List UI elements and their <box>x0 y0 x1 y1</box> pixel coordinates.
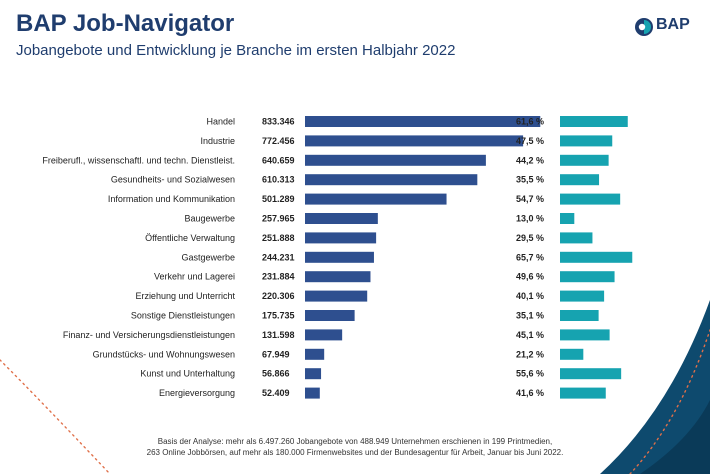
offers-value-label: 52.409 <box>262 388 290 398</box>
offers-value-label: 251.888 <box>262 233 295 243</box>
offers-value-label: 501.289 <box>262 194 295 204</box>
change-bar <box>560 271 615 283</box>
change-value-label: 41,6 % <box>516 388 544 398</box>
category-label: Handel <box>206 117 235 127</box>
footnote-line-1: Basis der Analyse: mehr als 6.497.260 Jo… <box>157 437 553 446</box>
category-label: Freiberufl., wissenschaftl. und techn. D… <box>42 155 235 165</box>
change-value-label: 29,5 % <box>516 233 544 243</box>
change-value-label: 55,6 % <box>516 369 544 379</box>
category-label: Industrie <box>200 136 235 146</box>
bap-logo-icon <box>635 18 653 36</box>
change-value-label: 40,1 % <box>516 291 544 301</box>
page-subtitle: Jobangebote und Entwicklung je Branche i… <box>16 42 456 59</box>
offers-bar <box>305 329 343 341</box>
offers-value-label: 257.965 <box>262 214 295 224</box>
change-bar <box>560 348 584 360</box>
footnote-line-2: 263 Online Jobbörsen, auf mehr als 180.0… <box>146 448 564 457</box>
change-bar <box>560 251 633 263</box>
offers-bar <box>305 290 368 302</box>
change-value-label: 61,6 % <box>516 117 544 127</box>
logo-text: BAP <box>656 16 690 33</box>
change-bar <box>560 135 613 147</box>
offers-bar <box>305 348 325 360</box>
offers-bar <box>305 271 371 283</box>
category-label: Information und Kommunikation <box>108 194 235 204</box>
category-label: Öffentliche Verwaltung <box>145 233 235 243</box>
footnote: Basis der Analyse: mehr als 6.497.260 Jo… <box>60 436 650 458</box>
category-label: Baugewerbe <box>184 214 235 224</box>
offers-bar <box>305 251 374 263</box>
change-bar <box>560 310 599 321</box>
change-value-label: 49,6 % <box>516 272 544 282</box>
category-label: Gesundheits- und Sozialwesen <box>111 175 235 185</box>
category-label: Verkehr und Lagerei <box>154 272 235 282</box>
offers-bar <box>305 116 541 127</box>
corner-wave-shape-inner <box>640 400 710 474</box>
dotted-curve-left <box>0 359 111 474</box>
offers-value-label: 220.306 <box>262 291 295 301</box>
offers-bar <box>305 154 486 166</box>
page-title: BAP Job-Navigator <box>16 10 235 37</box>
change-bar <box>560 387 606 399</box>
change-bar <box>560 116 628 127</box>
change-bar <box>560 154 609 166</box>
category-label: Kunst und Unterhaltung <box>140 369 235 379</box>
offers-bar <box>305 174 478 186</box>
offers-value-label: 131.598 <box>262 330 295 340</box>
change-value-label: 45,1 % <box>516 330 544 340</box>
category-label: Sonstige Dienstleistungen <box>131 311 235 321</box>
change-value-label: 13,0 % <box>516 214 544 224</box>
change-value-label: 21,2 % <box>516 349 544 359</box>
change-bar <box>560 213 575 224</box>
category-label: Energieversorgung <box>159 388 235 398</box>
category-label: Erziehung und Unterricht <box>135 291 235 301</box>
change-value-label: 54,7 % <box>516 194 544 204</box>
change-bar <box>560 174 600 186</box>
offers-bar <box>305 232 377 244</box>
change-value-label: 65,7 % <box>516 252 544 262</box>
change-bar <box>560 232 593 244</box>
change-bar <box>560 368 622 380</box>
offers-value-label: 833.346 <box>262 117 295 127</box>
corner-wave-shape <box>600 300 710 474</box>
offers-value-label: 244.231 <box>262 252 295 262</box>
change-bar <box>560 193 621 205</box>
category-label: Finanz- und Versicherungsdienstleistunge… <box>63 330 235 340</box>
offers-bar <box>305 213 378 224</box>
change-value-label: 47,5 % <box>516 136 544 146</box>
change-value-label: 35,5 % <box>516 175 544 185</box>
change-bar <box>560 290 605 302</box>
offers-value-label: 640.659 <box>262 155 295 165</box>
offers-value-label: 610.313 <box>262 175 295 185</box>
change-value-label: 35,1 % <box>516 311 544 321</box>
offers-value-label: 56.866 <box>262 369 290 379</box>
offers-value-label: 67.949 <box>262 349 290 359</box>
category-label: Grundstücks- und Wohnungswesen <box>93 349 235 359</box>
dotted-curve-right <box>629 329 710 474</box>
offers-value-label: 231.884 <box>262 272 295 282</box>
bap-logo: BAP <box>634 16 704 38</box>
offers-value-label: 175.735 <box>262 311 295 321</box>
offers-bar <box>305 135 524 147</box>
offers-bar <box>305 193 447 205</box>
offers-bar <box>305 368 322 380</box>
change-value-label: 44,2 % <box>516 155 544 165</box>
offers-value-label: 772.456 <box>262 136 295 146</box>
category-label: Gastgewerbe <box>181 252 235 262</box>
change-bar <box>560 329 610 341</box>
offers-bar <box>305 387 320 399</box>
offers-bar <box>305 310 355 321</box>
